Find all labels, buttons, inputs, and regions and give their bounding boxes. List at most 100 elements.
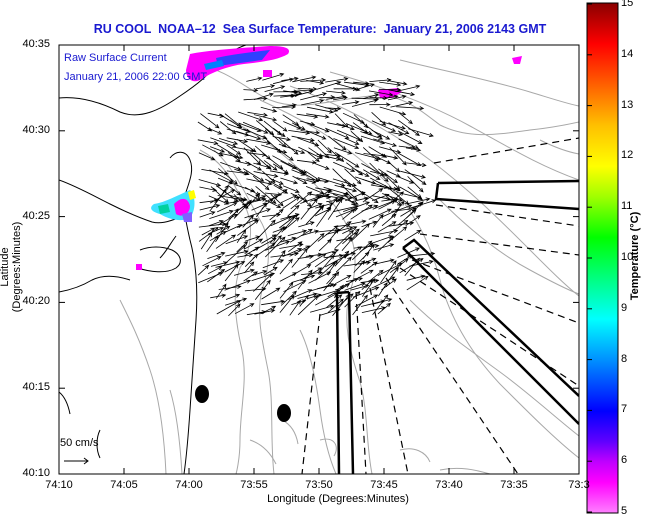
current-vector [269, 208, 284, 221]
current-vector [306, 106, 335, 114]
current-vector [408, 128, 434, 138]
current-vector [343, 201, 371, 212]
colorbar-tick-label: 5 [621, 505, 628, 517]
current-vector [218, 152, 244, 160]
y-tick-label: 40:30 [22, 123, 50, 136]
current-vector [350, 130, 364, 143]
current-vector [265, 236, 286, 258]
current-vector [255, 219, 276, 241]
current-vector [282, 185, 300, 193]
scale-arrow-label: 50 cm/s [60, 437, 99, 449]
current-vector [378, 168, 398, 184]
current-vector [328, 135, 347, 151]
current-vector [292, 175, 308, 185]
current-vector [255, 120, 275, 136]
current-vector [327, 228, 339, 243]
y-tick-label: 40:20 [22, 295, 50, 308]
current-vector [342, 112, 365, 124]
current-vector [369, 162, 389, 183]
current-vector [272, 249, 286, 268]
current-vector [278, 143, 306, 154]
y-tick-label: 40:10 [22, 467, 50, 479]
current-vector [361, 204, 379, 212]
current-vector [387, 186, 410, 205]
current-vector [396, 204, 413, 212]
current-vector [306, 113, 330, 119]
current-vector [280, 236, 297, 243]
current-vector [208, 128, 223, 135]
current-vector [344, 168, 362, 185]
current-vector [274, 146, 294, 161]
y-tick-label: 40:35 [22, 38, 50, 50]
current-vector [342, 208, 356, 220]
colorbar-ticks [587, 3, 592, 513]
current-vector-field [197, 72, 437, 317]
current-vector [404, 229, 422, 241]
current-vector [327, 298, 344, 313]
current-vector [388, 131, 404, 137]
current-vector [255, 185, 277, 204]
colorbar-tick-label: 13 [621, 98, 634, 111]
current-vector [396, 106, 425, 111]
current-vector [198, 222, 227, 228]
current-vector [226, 137, 249, 144]
current-vector [305, 186, 325, 195]
current-vector [265, 240, 291, 251]
current-vector [243, 168, 265, 182]
map-title: RU COOL NOAA–12 Sea Surface Temperature:… [93, 22, 547, 36]
current-vector [333, 147, 353, 155]
current-vector [237, 219, 260, 236]
current-vector [224, 263, 239, 282]
current-vector [218, 138, 239, 145]
map-plot-area [59, 45, 579, 474]
current-vector [228, 185, 242, 196]
current-vector [307, 202, 323, 210]
current-vector [388, 219, 409, 235]
buoy-marker [277, 404, 291, 422]
current-vector [225, 293, 241, 300]
current-vector [269, 178, 284, 185]
current-vector [388, 122, 410, 135]
current-vector [317, 177, 346, 187]
current-vector [262, 72, 285, 81]
current-vector [278, 137, 299, 155]
current-vector [255, 84, 276, 90]
current-vector [263, 266, 278, 276]
current-vector [342, 226, 358, 234]
current-vector [350, 269, 374, 283]
current-vector [261, 287, 281, 300]
current-vector [306, 80, 325, 85]
current-vector [200, 232, 213, 250]
current-vector [227, 152, 241, 162]
current-vector [197, 139, 219, 146]
current-vector [372, 258, 395, 266]
current-vector [210, 137, 237, 148]
current-vector [252, 175, 270, 191]
current-vector [233, 146, 255, 153]
current-vector [298, 221, 315, 228]
x-tick-label: 74:10 [45, 479, 73, 491]
current-vector [371, 193, 390, 202]
current-vector [324, 153, 342, 158]
current-vector [236, 130, 262, 141]
current-vector [407, 176, 424, 193]
current-vector [208, 227, 225, 235]
current-vector [287, 217, 300, 228]
current-vector [299, 294, 309, 307]
current-vector [208, 220, 224, 227]
current-vector [405, 215, 421, 227]
current-vector [198, 152, 216, 161]
current-vector [306, 232, 325, 251]
current-vector [344, 290, 361, 308]
current-vector [270, 189, 288, 201]
current-vector [297, 269, 313, 290]
current-legend-title: Raw Surface Current [64, 52, 167, 64]
current-vector [334, 274, 352, 285]
current-vector [350, 219, 367, 225]
current-vector [407, 251, 436, 257]
buoy-marker [195, 385, 209, 403]
current-vector [253, 114, 278, 122]
current-vector [362, 93, 380, 100]
current-vector [300, 267, 323, 281]
radar-beam-outlines [301, 137, 579, 474]
